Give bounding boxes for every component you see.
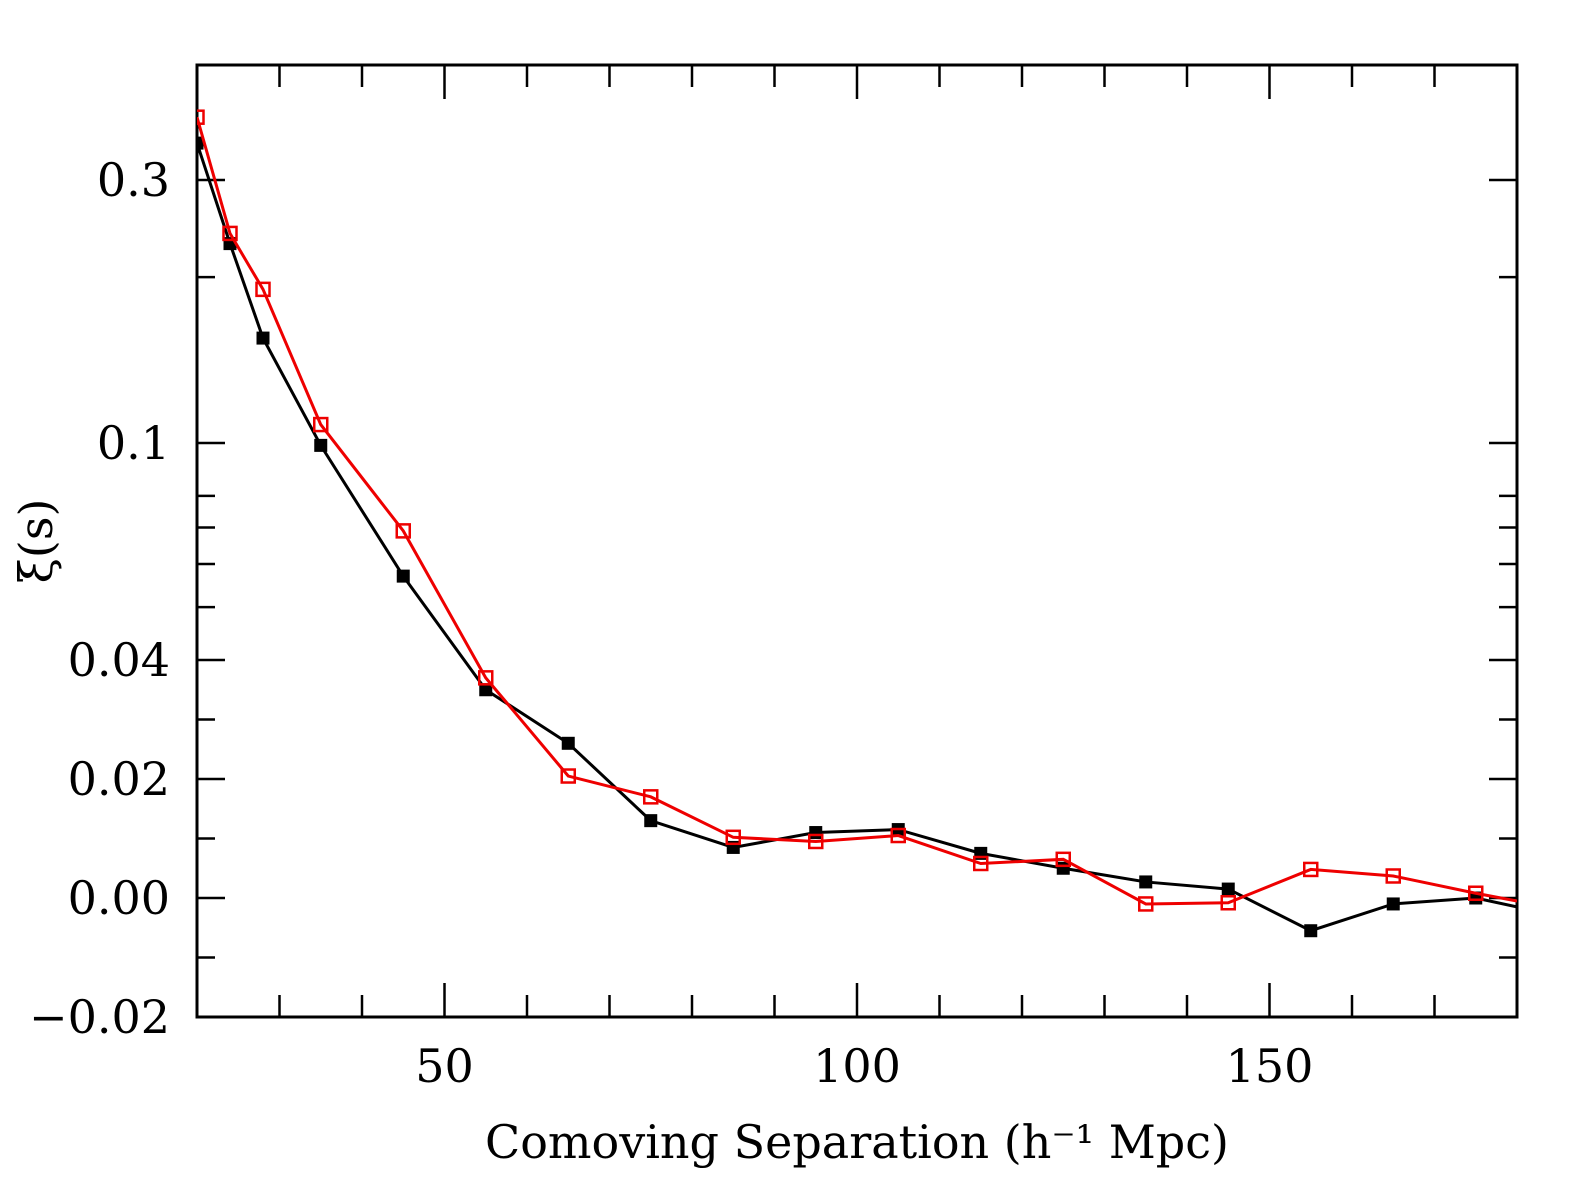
data-point (1220, 895, 1236, 911)
data-point (395, 523, 411, 539)
x-tick-label: 100 (813, 1039, 901, 1093)
series-open-squares (197, 109, 1517, 912)
data-point (1139, 875, 1153, 889)
axis-ticks (197, 65, 1517, 1017)
x-tick-label: 50 (415, 1039, 474, 1093)
data-point (890, 827, 906, 844)
data-point (479, 683, 493, 697)
data-point (643, 789, 659, 805)
data-point (1385, 868, 1401, 884)
data-point (644, 814, 658, 828)
data-point (197, 136, 204, 150)
y-tick-label: 0.1 (97, 416, 170, 470)
data-point (1303, 861, 1319, 878)
data-point (478, 670, 494, 686)
y-tick-label: 0.3 (97, 153, 170, 207)
y-tick-label: 0.04 (68, 633, 170, 687)
data-point (809, 826, 823, 840)
data-point (725, 829, 741, 846)
y-tick-labels: −0.02 0.00 0.02 0.04 0.1 0.3 (29, 153, 170, 1044)
y-tick-label: 0.00 (68, 871, 170, 925)
series-line (197, 116, 1517, 906)
data-point (1055, 851, 1071, 868)
data-point (808, 833, 824, 850)
x-tick-label: 150 (1226, 1039, 1314, 1093)
data-point (222, 225, 238, 242)
y-tick-label: −0.02 (29, 990, 170, 1044)
data-point (561, 736, 575, 750)
y-axis-title: ξ(s) (9, 499, 63, 584)
data-point (973, 855, 989, 872)
data-point (255, 281, 271, 298)
data-point (313, 416, 329, 433)
x-axis-title: Comoving Separation (h⁻¹ Mpc) (485, 1115, 1229, 1169)
plot-frame (195, 63, 1519, 1019)
data-point (314, 438, 328, 452)
data-point (1056, 861, 1070, 875)
data-point (1138, 896, 1154, 912)
data-point (197, 109, 205, 125)
data-point (1386, 897, 1400, 911)
series-filled-squares (197, 136, 1517, 938)
data-point (1221, 882, 1235, 896)
data-point (560, 768, 576, 784)
x-tick-labels: 50 100 150 (415, 1039, 1313, 1093)
series-line (197, 142, 1517, 933)
y-tick-label: 0.02 (68, 752, 170, 806)
data-point (1304, 924, 1318, 938)
data-point (256, 331, 270, 345)
series-layer (197, 109, 1517, 938)
data-point (396, 569, 410, 583)
data-point (1468, 885, 1484, 901)
